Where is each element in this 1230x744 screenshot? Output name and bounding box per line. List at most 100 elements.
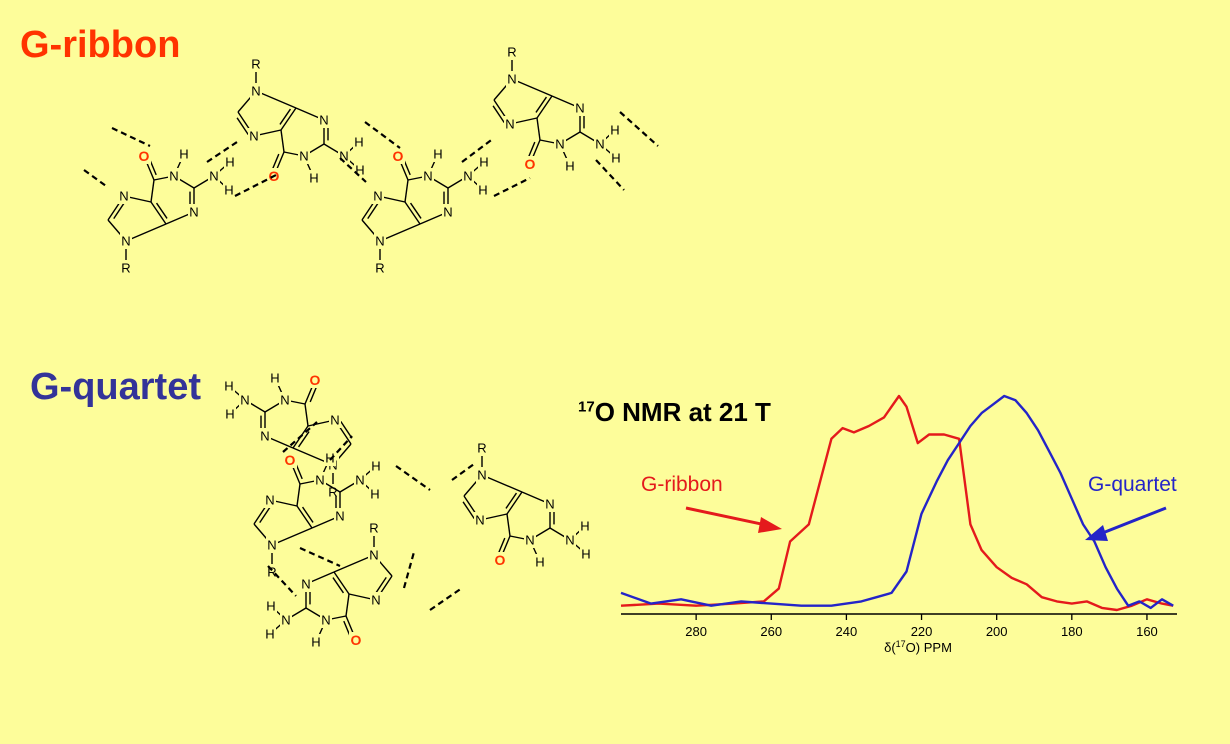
nitrogen-atom: N bbox=[369, 548, 378, 563]
hydrogen-bond bbox=[595, 159, 625, 191]
nitrogen-atom: N bbox=[240, 393, 249, 408]
oxygen-atom: O bbox=[495, 552, 506, 568]
nitrogen-atom: N bbox=[545, 497, 554, 512]
nmr-title-superscript: 17 bbox=[578, 398, 595, 416]
oxygen-atom: O bbox=[139, 148, 150, 164]
nmr-chart-title: 17O NMR at 21 T bbox=[578, 397, 771, 428]
x-axis-label-b: O) PPM bbox=[906, 640, 952, 655]
x-tick-label: 260 bbox=[760, 624, 782, 639]
hydrogen-atom: H bbox=[179, 147, 188, 162]
r-group: R bbox=[251, 57, 260, 72]
nitrogen-atom: N bbox=[505, 117, 514, 132]
x-axis-label: δ(17O) PPM bbox=[884, 639, 952, 655]
nitrogen-atom: N bbox=[267, 538, 276, 553]
hydrogen-bond bbox=[329, 435, 353, 461]
nitrogen-atom: N bbox=[477, 468, 486, 483]
hydrogen-bond bbox=[299, 546, 341, 568]
hydrogen-bond bbox=[234, 173, 279, 197]
nitrogen-atom: N bbox=[251, 84, 260, 99]
hydrogen-atom: H bbox=[371, 459, 380, 474]
hydrogen-atom: H bbox=[355, 163, 364, 178]
nmr-title-text: O NMR at 21 T bbox=[594, 397, 771, 427]
nitrogen-atom: N bbox=[525, 533, 534, 548]
hydrogen-atom: H bbox=[225, 407, 234, 422]
r-group: R bbox=[267, 565, 276, 580]
nitrogen-atom: N bbox=[371, 593, 380, 608]
nitrogen-atom: N bbox=[265, 493, 274, 508]
hydrogen-bond bbox=[451, 463, 475, 481]
hydrogen-bond bbox=[111, 127, 151, 147]
oxygen-atom: O bbox=[351, 632, 362, 648]
nitrogen-atom: N bbox=[189, 205, 198, 220]
hydrogen-atom: H bbox=[478, 183, 487, 198]
g-quartet-series-line bbox=[620, 394, 1174, 610]
x-tick-label: 240 bbox=[836, 624, 858, 639]
nitrogen-atom: N bbox=[321, 613, 330, 628]
hydrogen-bond bbox=[429, 587, 463, 611]
x-axis-label-sup: 17 bbox=[896, 639, 906, 649]
hydrogen-bond bbox=[267, 565, 297, 597]
hydrogen-atom: H bbox=[354, 135, 363, 150]
nitrogen-atom: N bbox=[565, 533, 574, 548]
hydrogen-atom: H bbox=[265, 627, 274, 642]
oxygen-atom: O bbox=[525, 156, 536, 172]
x-tick-label: 160 bbox=[1136, 624, 1158, 639]
hydrogen-bond bbox=[493, 177, 531, 197]
hydrogen-bond bbox=[461, 137, 495, 163]
nitrogen-atom: N bbox=[355, 473, 364, 488]
nitrogen-atom: N bbox=[595, 137, 604, 152]
nitrogen-atom: N bbox=[209, 169, 218, 184]
x-axis-label-a: δ( bbox=[884, 640, 896, 655]
oxygen-atom: O bbox=[285, 452, 296, 468]
hydrogen-bond bbox=[619, 111, 659, 147]
nitrogen-atom: N bbox=[119, 189, 128, 204]
hydrogen-bond bbox=[206, 139, 241, 163]
hydrogen-atom: H bbox=[580, 519, 589, 534]
hydrogen-atom: H bbox=[224, 379, 233, 394]
nitrogen-atom: N bbox=[301, 577, 310, 592]
nitrogen-atom: N bbox=[319, 113, 328, 128]
x-tick-label: 180 bbox=[1061, 624, 1083, 639]
hydrogen-atom: H bbox=[225, 155, 234, 170]
hydrogen-atom: H bbox=[270, 371, 279, 386]
nitrogen-atom: N bbox=[575, 101, 584, 116]
hydrogen-atom: H bbox=[309, 171, 318, 186]
nitrogen-atom: N bbox=[330, 413, 339, 428]
nitrogen-atom: N bbox=[339, 149, 348, 164]
g-quartet-series-label: G-quartet bbox=[1088, 473, 1177, 496]
r-group: R bbox=[369, 521, 378, 536]
r-group: R bbox=[477, 441, 486, 456]
hydrogen-atom: H bbox=[611, 151, 620, 166]
r-group: R bbox=[328, 485, 337, 500]
hydrogen-atom: H bbox=[311, 635, 320, 650]
x-tick-label: 200 bbox=[986, 624, 1008, 639]
nitrogen-atom: N bbox=[281, 613, 290, 628]
nitrogen-atom: N bbox=[507, 72, 516, 87]
hydrogen-bond bbox=[339, 157, 367, 183]
r-group: R bbox=[507, 45, 516, 60]
g-ribbon-title: G-ribbon bbox=[20, 24, 181, 66]
nitrogen-atom: N bbox=[475, 513, 484, 528]
hydrogen-atom: H bbox=[325, 451, 334, 466]
oxygen-atom: O bbox=[393, 148, 404, 164]
nitrogen-atom: N bbox=[423, 169, 432, 184]
hydrogen-atom: H bbox=[266, 599, 275, 614]
g-ribbon-series-line bbox=[620, 394, 1174, 612]
nitrogen-atom: N bbox=[169, 169, 178, 184]
hydrogen-atom: H bbox=[433, 147, 442, 162]
r-group: R bbox=[375, 261, 384, 276]
hydrogen-bond bbox=[364, 121, 401, 149]
x-tick-label: 280 bbox=[685, 624, 707, 639]
g-ribbon-series-label: G-ribbon bbox=[641, 473, 723, 496]
nitrogen-atom: N bbox=[463, 169, 472, 184]
